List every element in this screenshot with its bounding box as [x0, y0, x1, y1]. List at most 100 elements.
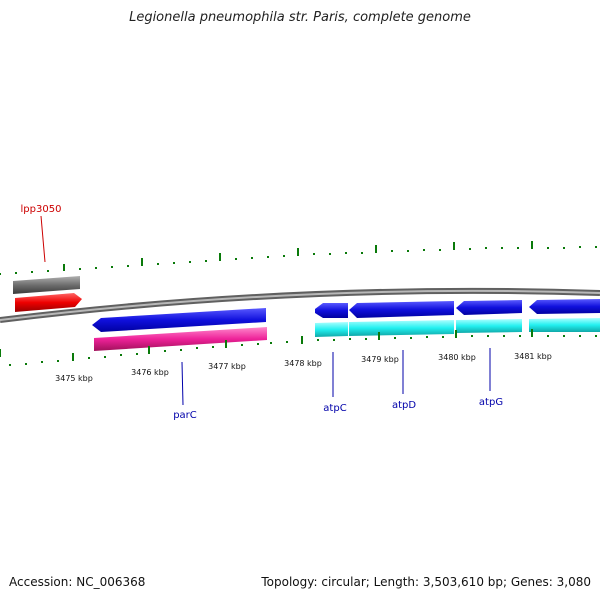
- inner-minor-tick: [503, 335, 505, 337]
- gene-arrow-atpC[interactable]: [315, 303, 348, 318]
- outer-major-tick: [63, 264, 65, 271]
- outer-minor-tick: [205, 260, 207, 262]
- inner-minor-tick: [365, 338, 367, 340]
- inner-major-tick: [531, 329, 533, 337]
- gene-arrow-atpG[interactable]: [456, 300, 522, 315]
- gene-block-cyan-right[interactable]: [529, 318, 600, 332]
- outer-minor-tick: [0, 273, 1, 275]
- gene-label-lpp3050: lpp3050: [21, 204, 62, 263]
- outer-minor-tick: [313, 253, 315, 255]
- outer-minor-tick: [79, 268, 81, 270]
- gene-block-cyan-atpG[interactable]: [456, 319, 522, 333]
- gene-label-text: parC: [173, 410, 197, 421]
- scale-labels: 3475 kbp 3476 kbp 3477 kbp 3478 kbp 3479…: [55, 352, 552, 383]
- outer-major-tick: [453, 242, 455, 250]
- outer-minor-tick: [15, 272, 17, 274]
- inner-tick-ring: [0, 329, 597, 366]
- outer-minor-tick: [501, 247, 503, 249]
- inner-minor-tick: [394, 337, 396, 339]
- outer-minor-tick: [111, 266, 113, 268]
- scale-tick-label: 3480 kbp: [438, 353, 476, 362]
- outer-minor-tick: [95, 267, 97, 269]
- gene-label-parC: parC: [173, 361, 197, 421]
- outer-minor-tick: [189, 261, 191, 263]
- inner-minor-tick: [180, 349, 182, 351]
- inner-minor-tick: [257, 343, 259, 345]
- gene-label-atpG: atpG: [479, 348, 503, 408]
- inner-major-tick: [455, 330, 457, 338]
- inner-major-tick: [72, 353, 74, 361]
- outer-minor-tick: [283, 255, 285, 257]
- gene-label-text: atpG: [479, 397, 503, 408]
- gene-leader-line: [40, 215, 46, 263]
- outer-minor-tick: [31, 271, 33, 273]
- gene-block-cyan-atpD[interactable]: [349, 320, 454, 336]
- outer-minor-tick: [361, 252, 363, 254]
- inner-minor-tick: [136, 353, 138, 355]
- inner-minor-tick: [410, 337, 412, 339]
- inner-minor-tick: [9, 364, 11, 366]
- inner-minor-tick: [41, 361, 43, 363]
- outer-minor-tick: [267, 256, 269, 258]
- inner-minor-tick: [88, 357, 90, 359]
- inner-minor-tick: [286, 341, 288, 343]
- outer-minor-tick: [127, 265, 129, 267]
- inner-major-tick: [0, 349, 1, 357]
- inner-minor-tick: [57, 360, 59, 362]
- scale-tick-label: 3475 kbp: [55, 374, 93, 383]
- inner-major-tick: [225, 340, 227, 348]
- scale-tick-label: 3478 kbp: [284, 359, 322, 368]
- gene-label-atpD: atpD: [392, 350, 416, 411]
- outer-minor-tick: [485, 247, 487, 249]
- outer-tick-ring: [0, 241, 597, 275]
- inner-major-tick: [148, 346, 150, 354]
- outer-major-tick: [141, 258, 143, 266]
- outer-minor-tick: [157, 263, 159, 265]
- genome-backbone-highlight: [0, 289, 600, 321]
- gene-arrow-atpD[interactable]: [349, 301, 454, 318]
- outer-minor-tick: [173, 262, 175, 264]
- gene-label-text: lpp3050: [21, 204, 62, 215]
- outer-minor-tick: [391, 250, 393, 252]
- outer-minor-tick: [407, 250, 409, 252]
- inner-minor-tick: [196, 347, 198, 349]
- inner-minor-tick: [317, 339, 319, 341]
- outer-minor-tick: [517, 247, 519, 249]
- genome-summary-text: Topology: circular; Length: 3,503,610 bp…: [261, 575, 591, 589]
- outer-minor-tick: [251, 257, 253, 259]
- accession-text: Accession: NC_006368: [9, 575, 146, 589]
- inner-minor-tick: [349, 338, 351, 340]
- inner-minor-tick: [212, 346, 214, 348]
- gene-arrow-lpp3050[interactable]: [15, 293, 82, 312]
- inner-major-tick: [378, 332, 380, 340]
- gene-label-atpC: atpC: [323, 352, 347, 414]
- inner-minor-tick: [164, 350, 166, 352]
- inner-minor-tick: [426, 336, 428, 338]
- outer-major-tick: [219, 253, 221, 261]
- inner-minor-tick: [547, 335, 549, 337]
- gene-leader-line: [181, 361, 184, 406]
- gene-label-text: atpC: [323, 403, 346, 414]
- outer-minor-tick: [235, 258, 237, 260]
- outer-minor-tick: [469, 248, 471, 250]
- inner-minor-tick: [25, 363, 27, 365]
- scale-tick-label: 3477 kbp: [208, 362, 246, 371]
- gene-block-magenta[interactable]: [94, 327, 267, 351]
- gene-block-cyan-atpC[interactable]: [315, 322, 348, 337]
- scale-tick-label: 3481 kbp: [514, 352, 552, 361]
- inner-minor-tick: [120, 354, 122, 356]
- gene-label-text: atpD: [392, 400, 416, 411]
- scale-tick-label: 3476 kbp: [131, 368, 169, 377]
- outer-minor-tick: [547, 247, 549, 249]
- inner-minor-tick: [241, 344, 243, 346]
- gene-arrow-parC-blue[interactable]: [92, 308, 266, 332]
- inner-minor-tick: [270, 342, 272, 344]
- outer-minor-tick: [563, 247, 565, 249]
- gene-block-grey[interactable]: [13, 276, 80, 294]
- gene-arrow-blue-right[interactable]: [529, 299, 600, 314]
- map-title: Legionella pneumophila str. Paris, compl…: [129, 10, 471, 25]
- inner-minor-tick: [519, 335, 521, 337]
- inner-minor-tick: [579, 335, 581, 337]
- outer-major-tick: [297, 248, 299, 256]
